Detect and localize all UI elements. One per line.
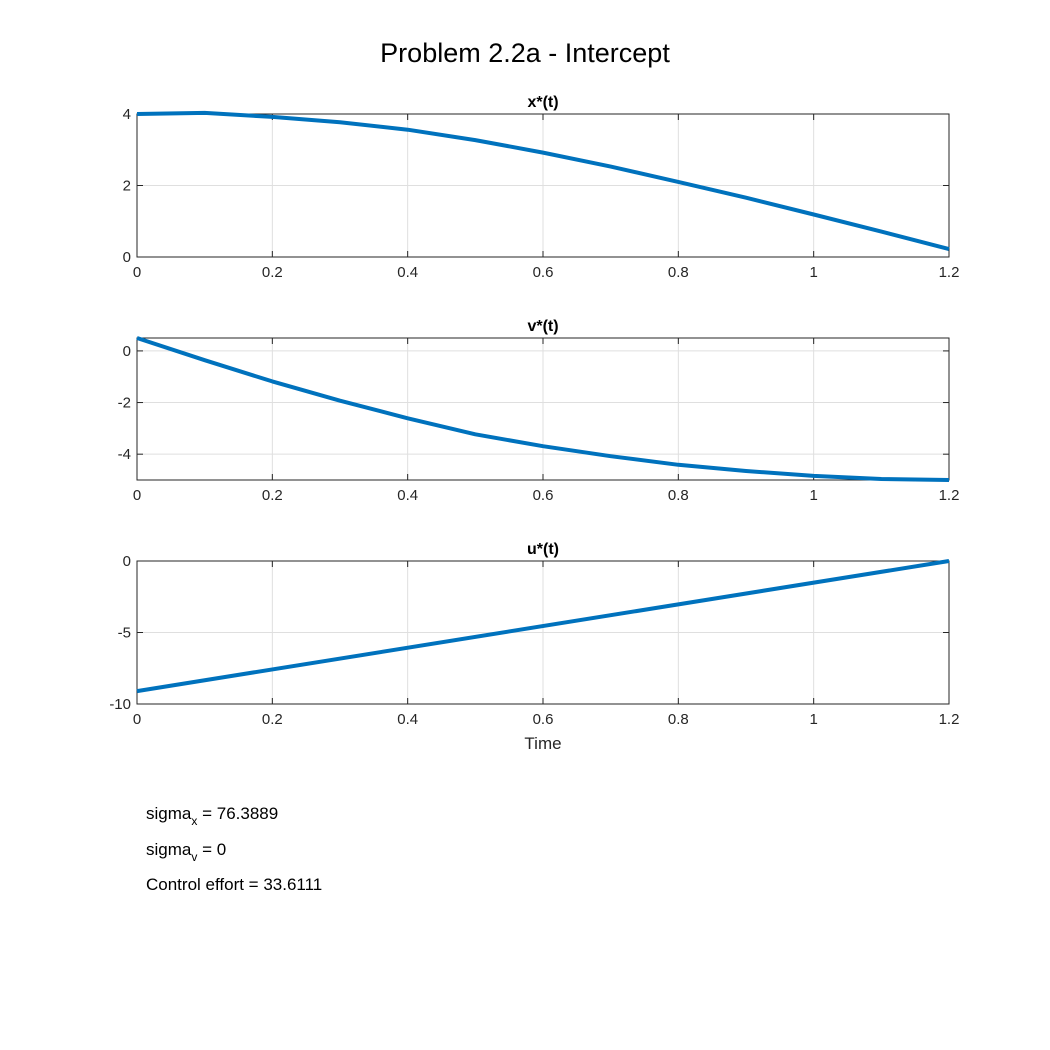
subplot-title: x*(t): [527, 94, 558, 111]
x-tick-label: 1: [809, 487, 817, 504]
subplot-1: 0 0.2 0.4 0.6 0.8 1 1.2 0 2 4 x*(t): [123, 94, 960, 281]
x-tick-label: 0.6: [533, 711, 554, 728]
x-tick-label: 0.2: [262, 487, 283, 504]
subplot-3: 0 0.2 0.4 0.6 0.8 1 1.2 0 -5 -10 u*(t) Time: [109, 541, 959, 753]
x-tick-label: 0.6: [533, 487, 554, 504]
y-tick-label: 0: [123, 553, 131, 570]
series-line: [136, 110, 950, 252]
x-tick-label: 0: [133, 487, 141, 504]
x-tick-label: 0: [133, 711, 141, 728]
x-tick-label: 0.4: [397, 264, 418, 281]
subplot-title: v*(t): [527, 318, 558, 335]
x-tick-label: 0.8: [668, 487, 689, 504]
sigma-v-value: = 0: [197, 840, 227, 859]
x-tick-label: 0.2: [262, 711, 283, 728]
subplot-title: u*(t): [527, 541, 559, 558]
x-tick-label: 1: [809, 264, 817, 281]
y-tick-label: 0: [123, 343, 131, 360]
y-tick-label: -10: [109, 696, 131, 713]
x-tick-label: 1.2: [939, 264, 960, 281]
x-tick-label: 0.4: [397, 487, 418, 504]
x-tick-label: 1.2: [939, 711, 960, 728]
sigma-x-base: sigma: [146, 804, 192, 823]
subplot-2: 0 0.2 0.4 0.6 0.8 1 1.2 0 -2 -4 v*(t): [118, 318, 960, 504]
x-tick-label: 1.2: [939, 487, 960, 504]
y-tick-label: 0: [123, 249, 131, 266]
y-tick-label: 4: [123, 106, 131, 123]
x-tick-label: 0.4: [397, 711, 418, 728]
y-tick-label: -4: [118, 446, 131, 463]
sigma-x-subscript: x: [191, 814, 198, 828]
y-tick-label: -5: [118, 625, 131, 642]
x-tick-label: 0.2: [262, 264, 283, 281]
x-tick-label: 0.6: [533, 264, 554, 281]
figure-title: Problem 2.2a - Intercept: [380, 38, 670, 68]
series-line: [136, 559, 950, 694]
y-tick-label: -2: [118, 395, 131, 412]
sigma-x-annotation: sigmax = 76.3889: [146, 804, 278, 828]
series-line: [136, 336, 950, 482]
sigma-x-value: = 76.3889: [197, 804, 279, 823]
x-tick-label: 0: [133, 264, 141, 281]
sigma-v-subscript: v: [191, 850, 198, 864]
y-tick-label: 2: [123, 178, 131, 195]
control-effort-annotation: Control effort = 33.6111: [146, 875, 323, 894]
x-tick-label: 0.8: [668, 711, 689, 728]
sigma-v-annotation: sigmav = 0: [146, 840, 226, 864]
x-tick-label: 1: [809, 711, 817, 728]
sigma-v-base: sigma: [146, 840, 192, 859]
x-axis-label: Time: [524, 734, 561, 753]
x-tick-label: 0.8: [668, 264, 689, 281]
